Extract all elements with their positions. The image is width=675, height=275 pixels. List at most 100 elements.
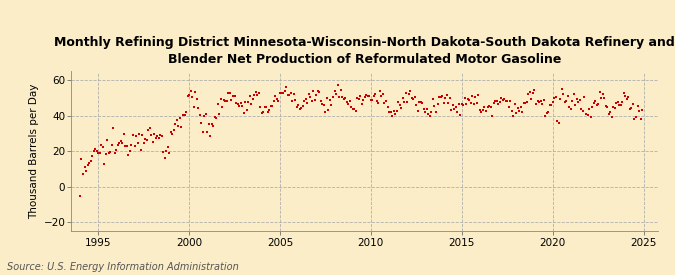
Point <box>556 87 567 91</box>
Point <box>356 102 367 106</box>
Point <box>333 94 344 99</box>
Point <box>526 97 537 101</box>
Point <box>546 103 557 107</box>
Point <box>214 111 225 116</box>
Point <box>282 93 293 97</box>
Point <box>182 94 193 98</box>
Point <box>411 103 422 107</box>
Point <box>84 161 95 166</box>
Point <box>340 95 350 100</box>
Point <box>213 102 223 107</box>
Point <box>284 93 294 97</box>
Point <box>163 145 173 149</box>
Point <box>169 128 180 133</box>
Point <box>567 99 578 103</box>
Point <box>605 110 616 114</box>
Point <box>550 94 561 99</box>
Point <box>259 105 270 110</box>
Point <box>181 110 192 114</box>
Point <box>489 99 500 103</box>
Point <box>637 108 647 112</box>
Point <box>252 93 263 97</box>
Point <box>377 91 388 96</box>
Point <box>159 156 170 160</box>
Point <box>270 94 281 99</box>
Point <box>365 97 376 102</box>
Point <box>338 97 349 101</box>
Point <box>591 103 602 108</box>
Point <box>531 102 541 107</box>
Point <box>264 107 275 112</box>
Point <box>367 98 378 102</box>
Point <box>427 97 438 101</box>
Point <box>596 95 607 100</box>
Point <box>171 118 182 122</box>
Point <box>389 112 400 116</box>
Point <box>337 95 348 99</box>
Point <box>476 110 487 114</box>
Point <box>263 109 273 114</box>
Point <box>359 95 370 99</box>
Point <box>144 126 155 131</box>
Point <box>405 89 416 93</box>
Point <box>455 112 466 117</box>
Point <box>517 110 528 114</box>
Point <box>331 92 342 96</box>
Point <box>253 91 264 96</box>
Point <box>200 112 211 116</box>
Point <box>568 92 579 97</box>
Point <box>287 99 298 103</box>
Point <box>572 97 583 101</box>
Point <box>482 105 493 109</box>
Point <box>79 165 90 169</box>
Point <box>141 138 152 142</box>
Point <box>511 111 522 116</box>
Point <box>439 95 450 100</box>
Point <box>344 98 355 103</box>
Point <box>105 150 115 155</box>
Point <box>294 106 305 111</box>
Point <box>326 103 337 107</box>
Point <box>305 94 316 99</box>
Point <box>95 150 105 155</box>
Y-axis label: Thousand Barrels per Day: Thousand Barrels per Day <box>29 84 39 219</box>
Point <box>466 101 477 105</box>
Point <box>188 105 199 110</box>
Point <box>293 103 304 108</box>
Point <box>140 137 151 141</box>
Point <box>199 114 210 118</box>
Point <box>432 102 443 106</box>
Point <box>249 93 260 97</box>
Point <box>412 108 423 113</box>
Point <box>435 95 446 99</box>
Point <box>325 97 335 102</box>
Point <box>385 110 396 114</box>
Point <box>184 93 194 97</box>
Point <box>485 105 496 110</box>
Point <box>234 103 244 108</box>
Point <box>505 98 516 103</box>
Point <box>275 90 286 95</box>
Point <box>107 143 117 148</box>
Point <box>361 93 372 97</box>
Point <box>522 100 533 104</box>
Point <box>388 109 399 113</box>
Point <box>108 125 119 130</box>
Point <box>78 172 88 176</box>
Point <box>562 94 573 98</box>
Point <box>635 117 646 121</box>
Point <box>237 103 248 108</box>
Point <box>353 97 364 101</box>
Point <box>449 107 460 112</box>
Point <box>155 132 165 137</box>
Point <box>103 150 114 155</box>
Point <box>379 101 390 105</box>
Point <box>109 151 120 156</box>
Point <box>371 99 382 103</box>
Point <box>85 159 96 163</box>
Point <box>472 101 483 105</box>
Point <box>285 91 296 95</box>
Point <box>247 97 258 101</box>
Point <box>414 100 425 104</box>
Point <box>256 111 267 115</box>
